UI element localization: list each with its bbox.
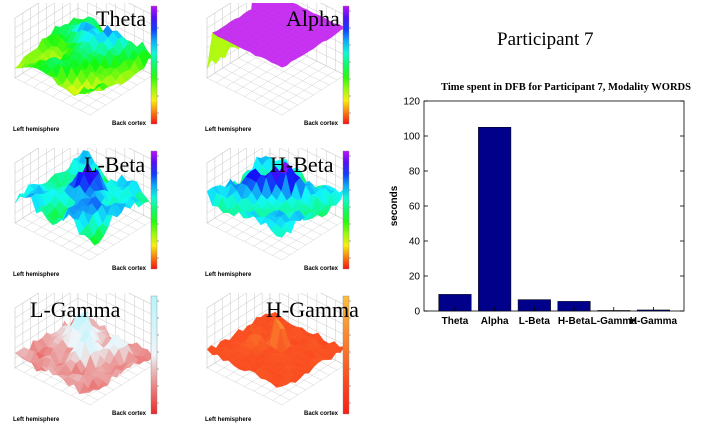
surface-plot xyxy=(14,148,159,270)
y-tick-label: 80 xyxy=(409,167,421,178)
surface-mesh xyxy=(206,311,346,388)
x-tick-label: Theta xyxy=(442,316,469,327)
surface-plot xyxy=(14,293,159,415)
y-axis-label: Back cortex xyxy=(112,266,147,272)
surface-panel-alpha: Left hemisphere Back cortex xyxy=(197,3,357,133)
x-axis-label: Left hemisphere xyxy=(13,127,60,133)
surface-mesh xyxy=(14,150,154,246)
y-axis-label: Back cortex xyxy=(304,411,339,417)
colorbar xyxy=(150,5,158,125)
x-tick-label: L-Gamma xyxy=(591,316,638,327)
surface-plot xyxy=(206,293,351,415)
surface-panel-theta: Left hemisphere Back cortex xyxy=(5,3,165,133)
surface-panel-l-beta: Left hemisphere Back cortex xyxy=(5,148,165,278)
panel-title: Theta xyxy=(96,6,147,31)
y-tick-label: 60 xyxy=(409,202,421,213)
colorbar xyxy=(342,150,350,270)
x-tick-label: L-Beta xyxy=(519,316,551,327)
surface-panel-h-gamma: Left hemisphere Back cortex xyxy=(197,293,357,423)
x-axis-label: Left hemisphere xyxy=(205,417,252,423)
y-axis-label: Back cortex xyxy=(304,266,339,272)
x-tick-label: H-Gamma xyxy=(630,316,678,327)
bar-alpha xyxy=(478,127,512,312)
y-axis-label: Back cortex xyxy=(112,411,147,417)
colorbar xyxy=(150,295,158,415)
surface-mesh xyxy=(14,16,154,97)
y-tick-label: 40 xyxy=(409,237,421,248)
surface-panel-l-gamma: Left hemisphere Back cortex xyxy=(5,293,165,423)
panel-title: H-Gamma xyxy=(266,297,359,322)
surface-panel-h-beta: Left hemisphere Back cortex xyxy=(197,148,357,278)
surface-mesh xyxy=(14,310,154,395)
x-axis-label: Left hemisphere xyxy=(13,417,60,423)
x-axis-label: Left hemisphere xyxy=(205,272,252,278)
colorbar xyxy=(150,150,158,270)
y-axis-label: Back cortex xyxy=(304,121,339,127)
surface-mesh xyxy=(206,156,346,238)
panel-title: L-Beta xyxy=(84,152,146,177)
colorbar xyxy=(342,5,350,125)
surface-plot xyxy=(14,3,159,125)
surface-plot xyxy=(206,3,351,125)
y-tick-label: 100 xyxy=(403,132,420,143)
bar-chart-title: Time spent in DFB for Participant 7, Mod… xyxy=(441,82,691,93)
x-tick-label: H-Beta xyxy=(558,316,591,327)
y-axis-label: Back cortex xyxy=(112,121,147,127)
bar-chart: 0 20 40 60 80 100 120 Theta Alpha L-Beta H-Beta L-G… xyxy=(389,97,685,327)
x-axis-label: Left hemisphere xyxy=(205,127,252,133)
participant-heading: Participant 7 xyxy=(497,29,594,50)
panel-title: Alpha xyxy=(286,6,340,31)
x-tick-label: Alpha xyxy=(481,316,509,327)
colorbar xyxy=(342,295,350,415)
panel-title: H-Beta xyxy=(270,152,334,177)
y-tick-label: 120 xyxy=(403,97,420,108)
surface-plot xyxy=(206,148,351,270)
y-tick-label: 20 xyxy=(409,272,421,283)
surface-mesh xyxy=(206,3,346,70)
y-tick-label: 0 xyxy=(414,307,420,318)
y-axis-label: seconds xyxy=(389,185,400,226)
panel-title: L-Gamma xyxy=(30,297,121,322)
x-axis-label: Left hemisphere xyxy=(13,272,60,278)
plot-area xyxy=(423,100,685,312)
